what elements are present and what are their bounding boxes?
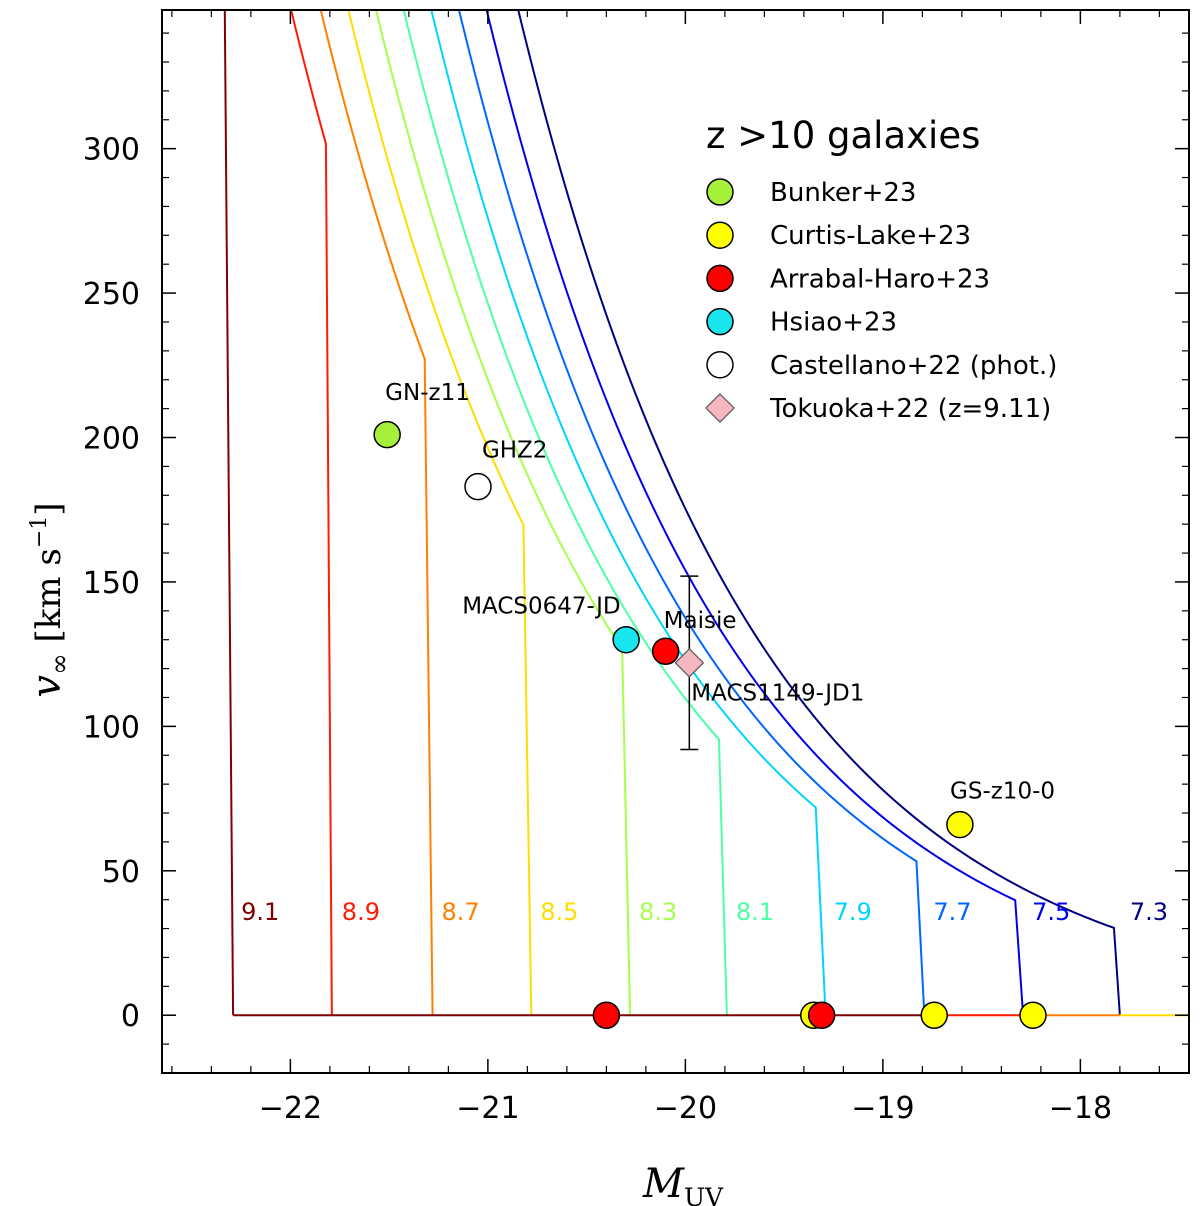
y-tick-label: 200 [83,422,140,457]
x-tick-label: −18 [1049,1091,1112,1126]
data-point [920,1001,948,1029]
point-annotation: GN-z11 [385,380,470,406]
curve-label: 8.7 [442,898,480,926]
curve-label: 8.5 [540,898,578,926]
y-axis-label-space [29,642,69,653]
data-point [807,1001,836,1029]
y-axis-label: v∞ [km s−1] [24,502,75,697]
axis-ticks: −22 −21 −20 −19 −18 0 50 100 150 200 250 300 [83,10,1189,1126]
y-axis-label-sub: ∞ [45,653,75,675]
curve-label: 8.9 [342,898,380,926]
data-point [612,625,640,654]
curve-label: 7.5 [1032,898,1070,926]
legend-marker [706,178,734,206]
legend-label: Bunker+23 [770,178,916,208]
data-point [373,420,401,449]
legend-label: Curtis-Lake+23 [770,221,971,251]
model-curve-7-7 [457,10,926,1016]
curve-label: 7.9 [834,898,872,926]
model-curve-8-3 [375,10,632,1016]
y-axis-label-exp: −1 [27,516,52,548]
model-curve-8-7 [319,10,434,1016]
y-tick-label: 250 [83,277,140,312]
x-axis-label-main: M [642,1161,685,1206]
point-annotation: MACS0647-JD [462,594,620,620]
data-point [946,810,974,839]
x-tick-label: −21 [456,1091,519,1126]
y-axis-label-close: ] [29,502,69,515]
y-tick-label: 0 [121,999,140,1034]
y-tick-label: 100 [83,710,140,745]
legend-label: Hsiao+23 [770,308,897,338]
y-axis-label-var: v [24,675,70,698]
legend: z >10 galaxies Bunker+23 Curtis-Lake+23 Ar… [705,114,1057,424]
curve-label: 7.3 [1130,898,1168,926]
x-tick-label: −19 [851,1091,914,1126]
model-curve-8-5 [347,10,533,1016]
legend-label: Castellano+22 (phot.) [770,351,1057,381]
legend-marker [706,264,734,293]
x-tick-label: −20 [654,1091,717,1126]
legend-label: Tokuoka+22 (z=9.11) [769,394,1051,424]
legend-label: Arrabal-Haro+23 [770,264,990,294]
y-axis-label-units: [km s [29,548,69,642]
y-tick-label: 50 [102,855,140,890]
point-annotations: GN-z11 GHZ2 MACS0647-JD Maisie MACS1149-JD1 G… [385,380,1055,805]
data-points [373,420,1047,1029]
x-axis-label-sub: UV [684,1183,724,1206]
curve-label: 8.3 [639,898,677,926]
data-point [464,472,492,501]
point-annotation: GHZ2 [482,438,548,464]
model-curve-8-9 [290,10,333,1016]
legend-title: z >10 galaxies [706,114,980,157]
curve-labels: 9.1 8.9 8.7 8.5 8.3 8.1 7.9 7.7 7.5 7.3 [241,898,1168,926]
data-point [651,637,680,666]
y-tick-label: 150 [83,566,140,601]
point-annotation: GS-z10-0 [950,779,1055,805]
plot-frame [161,9,1190,1074]
y-tick-label: 300 [83,133,140,168]
curve-label: 7.7 [933,898,971,926]
curve-label: 9.1 [241,898,279,926]
model-curve-8-1 [402,10,728,1016]
legend-marker [706,351,734,379]
point-annotation: Maisie [664,608,737,634]
model-curve-7-5 [485,10,1025,1016]
x-tick-label: −22 [259,1091,322,1126]
point-annotation: MACS1149-JD1 [691,680,864,706]
curve-label: 8.1 [736,898,774,926]
legend-marker [706,221,734,249]
x-axis-label: MUV [642,1161,724,1206]
model-curve-7-9 [430,10,827,1016]
data-point-diamond [674,647,705,678]
model-curves [223,10,1189,1017]
data-point [1019,1001,1047,1029]
data-point [592,1001,621,1029]
model-curve-7-3 [517,10,1121,1016]
legend-marker [706,307,734,336]
legend-marker-diamond [705,393,735,423]
